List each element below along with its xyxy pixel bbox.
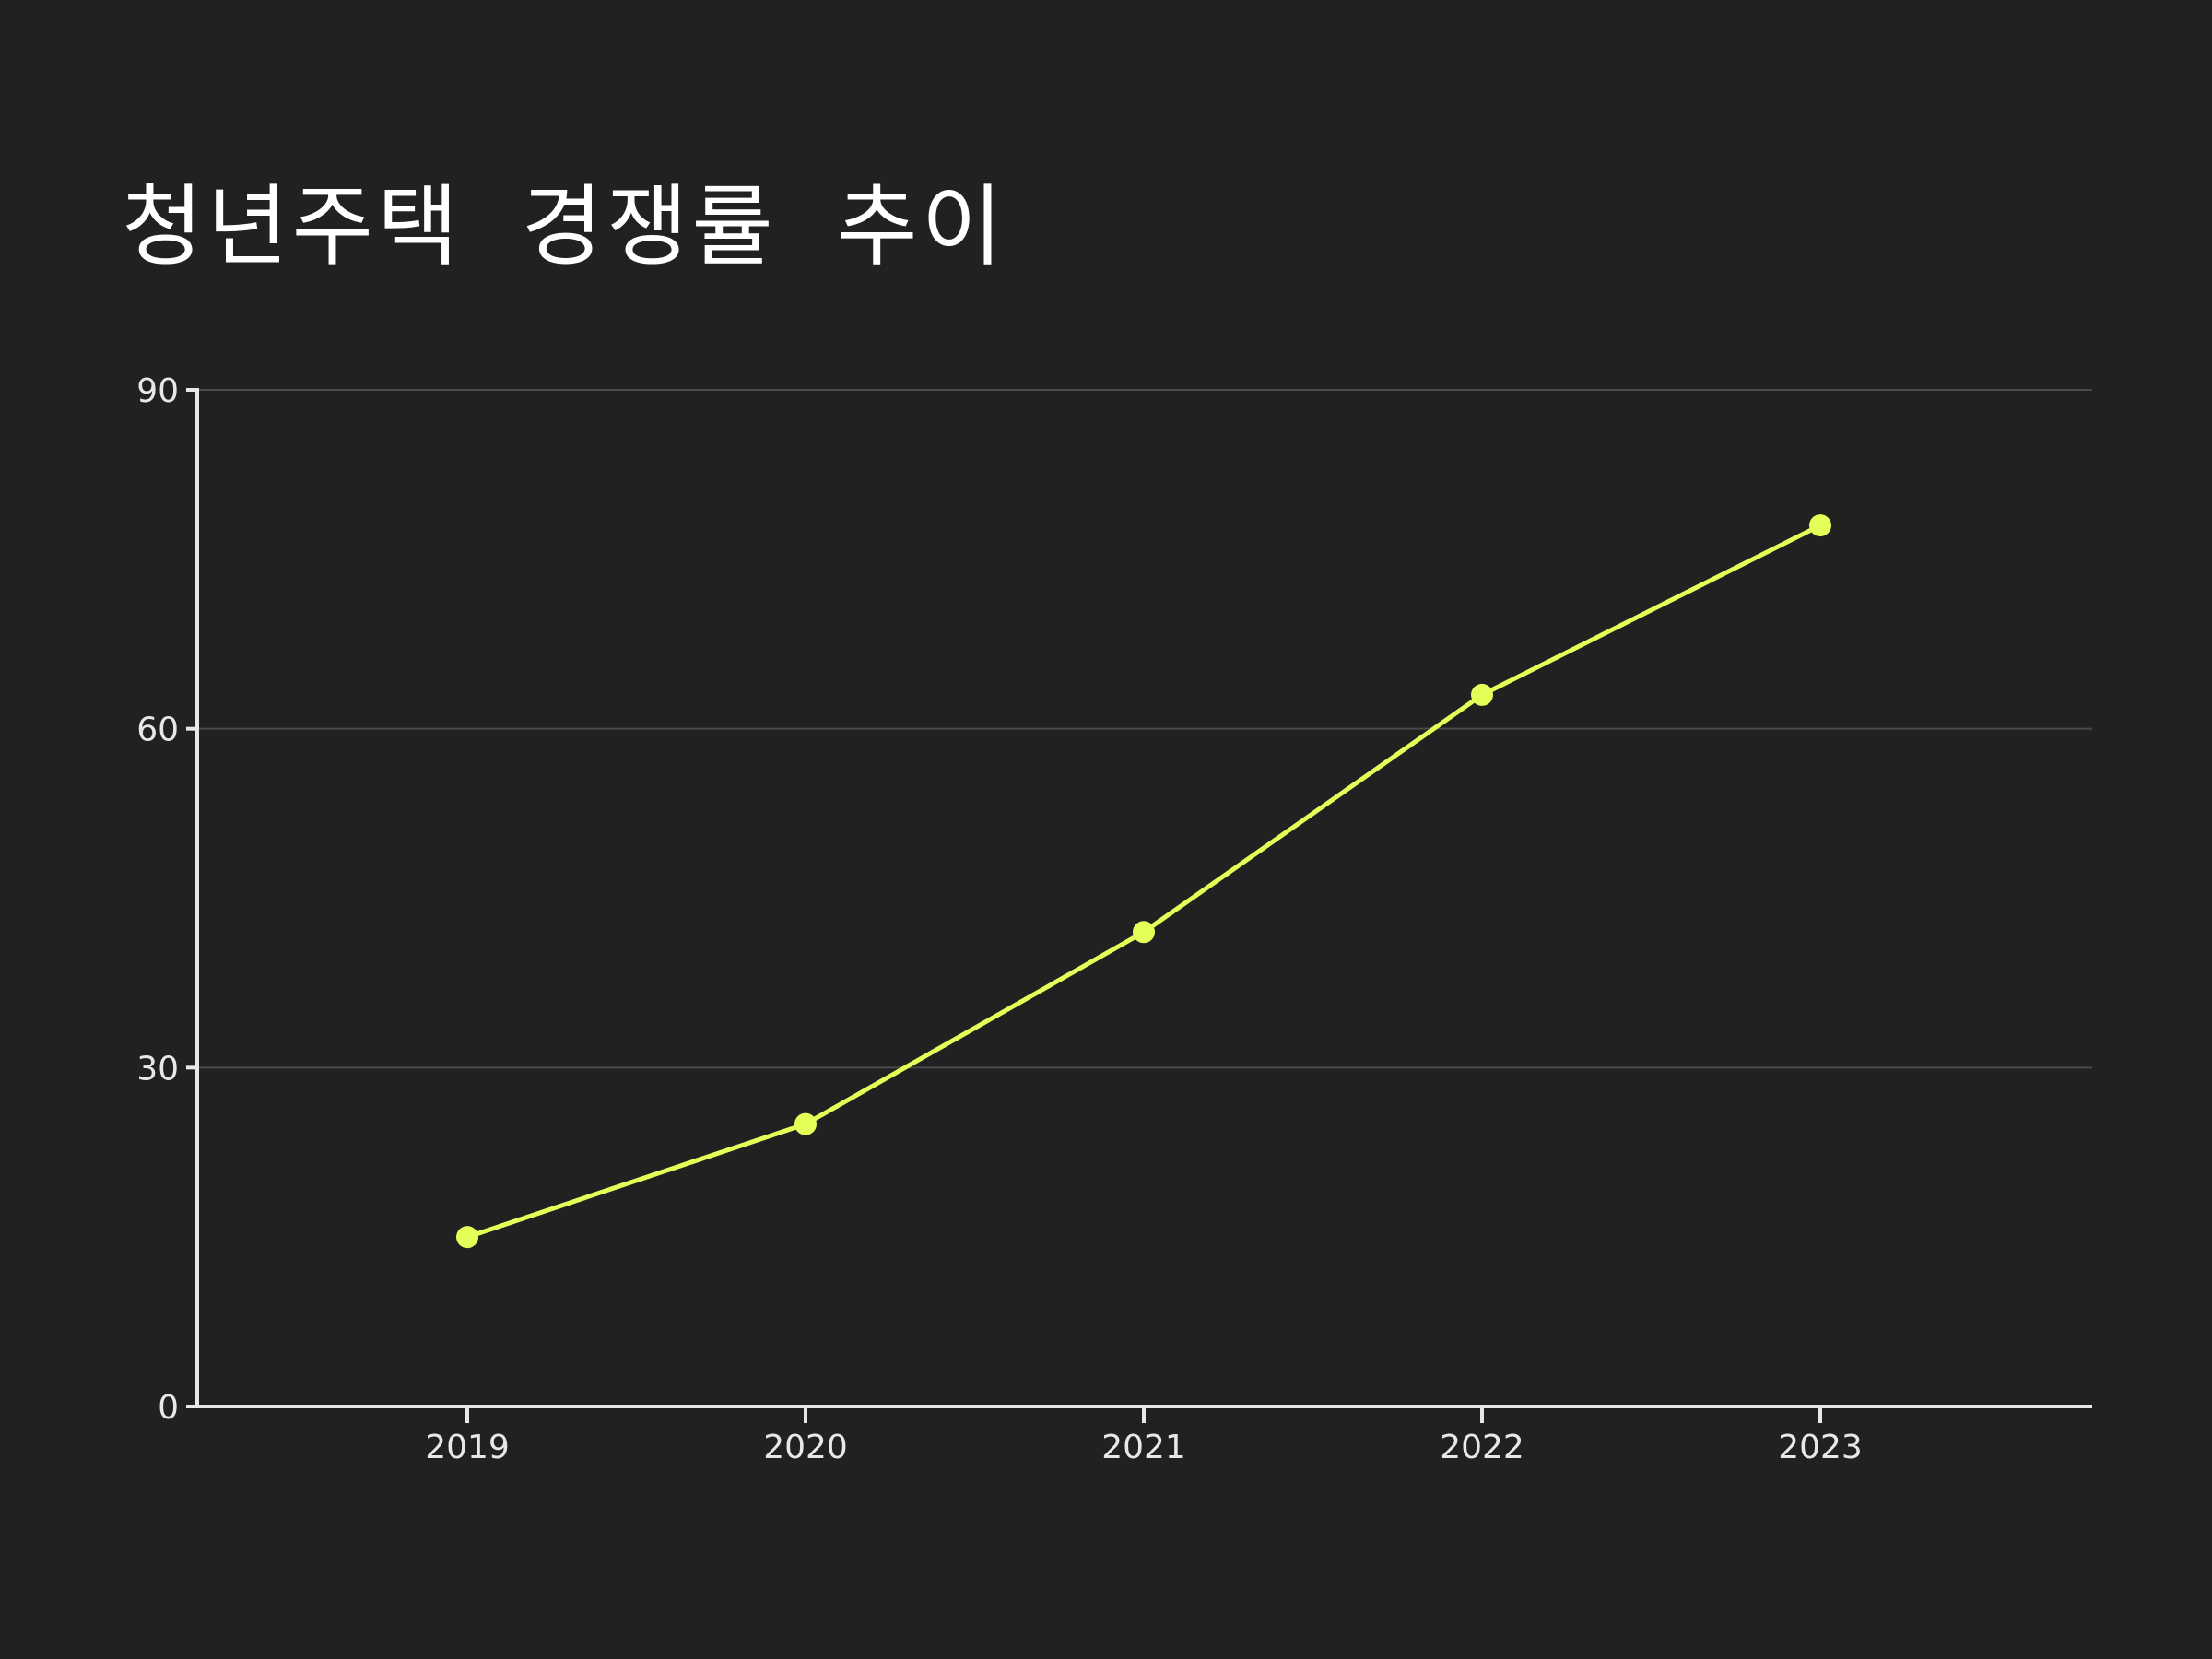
data-point-2020 [794,1112,817,1135]
axes: 0 30 60 90 2019 2020 2021 2022 2023 [136,372,2092,1466]
y-tick-label-60: 60 [136,712,179,749]
y-tick-label-0: 0 [158,1389,179,1427]
series-line [465,523,1823,1240]
data-point-2019 [456,1226,478,1249]
data-point-2022 [1471,683,1493,706]
x-tick-label-2021: 2021 [1101,1429,1186,1466]
y-tick-label-30: 30 [136,1050,179,1088]
x-tick-label-2020: 2020 [763,1429,848,1466]
x-tick-label-2022: 2022 [1440,1429,1524,1466]
chart-title: 청년주택 경쟁률 추이 [122,175,1006,278]
x-tick-label-2019: 2019 [425,1429,510,1466]
x-tick-label-2023: 2023 [1778,1429,1863,1466]
series-layer [456,514,1831,1249]
data-point-2021 [1133,921,1155,944]
data-point-2023 [1809,514,1831,537]
gridlines [197,389,2092,1069]
y-tick-label-90: 90 [136,372,179,410]
